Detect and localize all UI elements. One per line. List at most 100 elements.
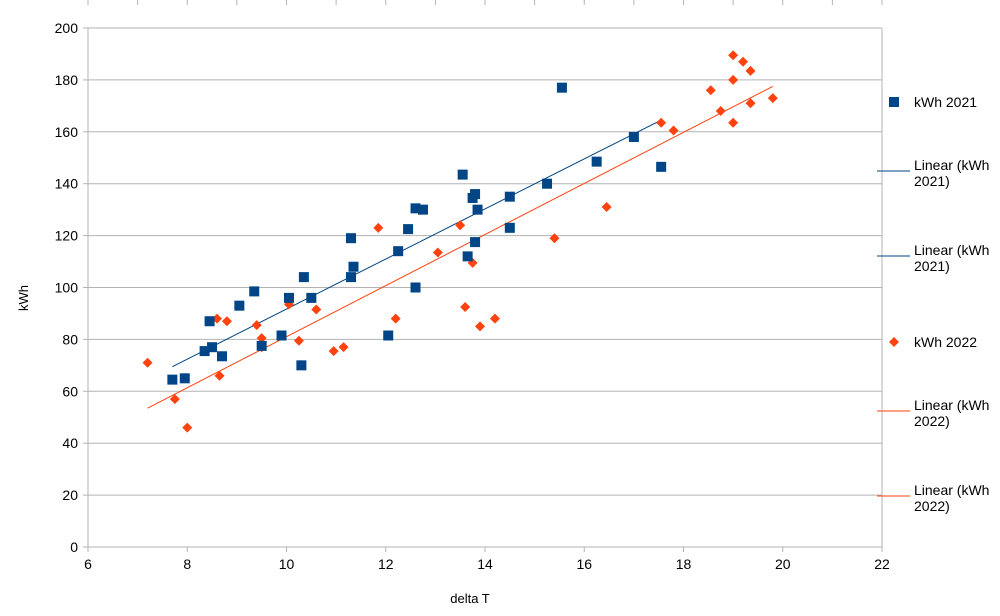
data-point-2022 <box>256 333 267 344</box>
y-tick-label: 80 <box>62 331 78 347</box>
data-point-2022 <box>455 220 466 231</box>
data-point-2021 <box>216 351 227 362</box>
data-point-2022 <box>214 370 225 381</box>
legend: kWh 2021 Linear (kWh 2021) Linear (kWh 2021)… <box>877 94 989 514</box>
data-point-2021 <box>256 340 267 351</box>
y-tick-label: 200 <box>55 20 79 36</box>
data-point-2022 <box>475 321 486 332</box>
data-point-2022 <box>460 301 471 312</box>
data-point-2022 <box>738 56 749 67</box>
data-point-2022 <box>251 320 262 331</box>
data-point-2021 <box>179 373 190 384</box>
legend-item: Linear (kWh 2021) <box>877 157 989 189</box>
legend-label: Linear (kWh 2021) <box>914 242 989 274</box>
data-point-2022 <box>728 74 739 85</box>
data-point-2021 <box>628 131 639 142</box>
data-point-2022 <box>489 313 500 324</box>
y-tick-label: 0 <box>70 539 78 555</box>
y-tick-label: 40 <box>62 435 78 451</box>
data-point-2022 <box>182 422 193 433</box>
data-point-2021 <box>306 292 317 303</box>
data-point-2021 <box>656 161 667 172</box>
data-point-2022 <box>338 342 349 353</box>
data-point-2021 <box>249 286 260 297</box>
legend-item: Linear (kWh 2022) <box>877 397 989 429</box>
data-point-2021 <box>346 272 357 283</box>
legend-label: Linear (kWh 2022) <box>914 397 989 429</box>
legend-item: kWh 2021 <box>889 94 977 110</box>
data-point-2021 <box>403 224 414 235</box>
x-tick-label: 12 <box>378 556 394 572</box>
axes: 0 20 40 60 80 100 120 140 160 180 200 6 8 10 12 14 16 18 2… <box>55 0 890 572</box>
data-point-2021 <box>504 222 515 233</box>
data-point-2022 <box>745 98 756 109</box>
y-tick-label: 140 <box>55 176 79 192</box>
data-point-2021 <box>504 191 515 202</box>
legend-label: kWh 2022 <box>914 334 977 350</box>
y-tick-label: 60 <box>62 383 78 399</box>
x-tick-label: 18 <box>676 556 692 572</box>
data-point-2021 <box>204 316 215 327</box>
legend-diamond-icon <box>889 337 899 347</box>
data-point-2022 <box>293 335 304 346</box>
data-point-2022 <box>432 247 443 258</box>
data-point-2021 <box>410 282 421 293</box>
x-tick-label: 22 <box>874 556 890 572</box>
data-point-2021 <box>457 169 468 180</box>
legend-label: kWh 2021 <box>914 94 977 110</box>
data-point-2021 <box>283 292 294 303</box>
data-point-2021 <box>470 189 481 200</box>
y-tick-label: 160 <box>55 124 79 140</box>
data-point-2022 <box>715 106 726 117</box>
data-point-2022 <box>311 304 322 315</box>
data-point-2021 <box>167 374 178 385</box>
data-point-2022 <box>745 65 756 76</box>
data-point-2022 <box>705 85 716 96</box>
data-point-2021 <box>470 237 481 248</box>
legend-label: Linear (kWh 2022) <box>914 482 989 514</box>
data-point-2021 <box>207 342 218 353</box>
data-point-2022 <box>728 117 739 128</box>
data-point-2021 <box>383 330 394 341</box>
data-point-2022 <box>390 313 401 324</box>
data-point-2021 <box>556 82 567 93</box>
trendline <box>172 119 662 368</box>
x-tick-label: 10 <box>279 556 295 572</box>
data-point-2022 <box>373 222 384 233</box>
data-point-2022 <box>656 117 667 128</box>
data-point-2021 <box>296 360 307 371</box>
data-point-2021 <box>199 346 210 357</box>
legend-label: Linear (kWh 2021) <box>914 157 989 189</box>
legend-square-icon <box>889 97 899 107</box>
data-point-2021 <box>417 204 428 215</box>
data-point-2021 <box>410 203 421 214</box>
data-point-2022 <box>601 202 612 213</box>
y-tick-label: 120 <box>55 228 79 244</box>
data-point-2021 <box>348 261 359 272</box>
data-point-2021 <box>276 330 287 341</box>
x-tick-label: 8 <box>183 556 191 572</box>
legend-item: Linear (kWh 2021) <box>877 242 989 274</box>
data-points <box>142 50 778 433</box>
data-point-2021 <box>298 272 309 283</box>
y-axis-title: kWh <box>16 285 31 311</box>
data-point-2021 <box>472 204 483 215</box>
x-axis-title: delta T <box>450 591 490 606</box>
data-point-2022 <box>328 346 339 357</box>
y-tick-label: 100 <box>55 280 79 296</box>
data-point-2022 <box>767 93 778 104</box>
x-tick-label: 6 <box>84 556 92 572</box>
data-point-2022 <box>728 50 739 61</box>
data-point-2021 <box>542 178 553 189</box>
data-point-2022 <box>668 125 679 136</box>
data-point-2021 <box>462 251 473 262</box>
gridlines <box>88 27 882 548</box>
data-point-2022 <box>169 394 180 405</box>
data-point-2021 <box>234 300 245 311</box>
x-tick-label: 14 <box>477 556 493 572</box>
x-tick-label: 20 <box>775 556 791 572</box>
data-point-2022 <box>221 316 232 327</box>
trendlines <box>147 85 774 409</box>
y-tick-label: 20 <box>62 487 78 503</box>
